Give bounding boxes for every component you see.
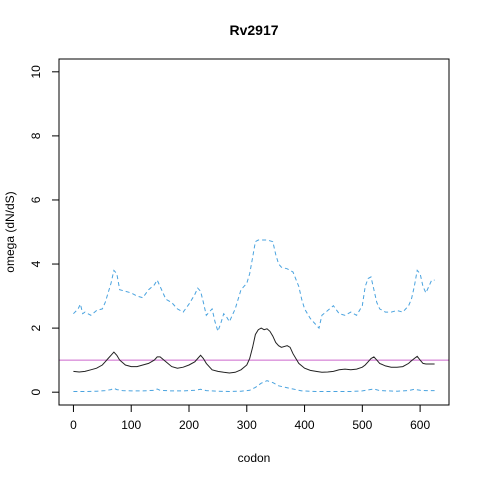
x-tick-label: 500 xyxy=(352,418,372,432)
x-axis: 0 100 200 300 400 500 600 xyxy=(70,404,430,432)
x-tick-label: 300 xyxy=(237,418,257,432)
x-axis-label: codon xyxy=(238,451,271,465)
y-tick-label: 2 xyxy=(29,324,43,331)
chart-title: Rv2917 xyxy=(229,22,278,38)
x-tick-label: 0 xyxy=(70,418,77,432)
y-tick-label: 8 xyxy=(29,132,43,139)
series-line-upper-ci xyxy=(73,239,435,333)
y-axis-label: omega (dN/dS) xyxy=(3,191,17,272)
series-line-lower-ci xyxy=(73,380,435,393)
y-tick-label: 0 xyxy=(29,389,43,396)
x-tick-label: 100 xyxy=(121,418,141,432)
y-tick-label: 4 xyxy=(29,260,43,267)
y-axis: 0 2 4 6 8 10 xyxy=(29,65,60,396)
series-line-estimate xyxy=(73,327,435,374)
plot-area xyxy=(59,239,449,393)
x-tick-label: 200 xyxy=(179,418,199,432)
y-tick-label: 10 xyxy=(29,65,43,79)
plot-frame xyxy=(58,58,450,406)
y-tick-label: 6 xyxy=(29,196,43,203)
x-tick-label: 400 xyxy=(295,418,315,432)
x-tick-label: 600 xyxy=(410,418,430,432)
